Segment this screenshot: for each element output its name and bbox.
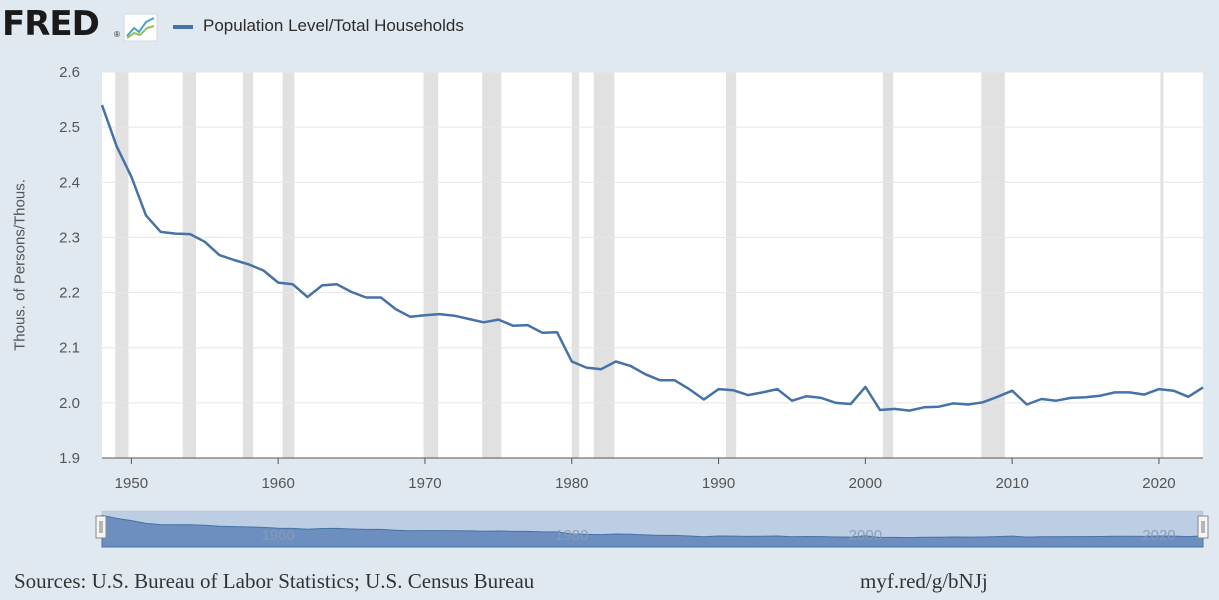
x-tick-label: 2000: [849, 475, 882, 492]
navigator-right-handle[interactable]: [1197, 515, 1209, 539]
y-axis-label: Thous. of Persons/Thous.: [11, 179, 29, 351]
recession-band: [571, 72, 580, 458]
recession-band: [725, 72, 737, 458]
navigator-label: 1980: [555, 527, 588, 544]
grid-lines: [102, 71, 1203, 459]
registered-mark: ®: [114, 30, 120, 39]
recession-band: [882, 72, 894, 458]
navigator-label: 2000: [849, 527, 882, 544]
navigator-labels: 1960 1980 2000 2020: [261, 527, 1175, 544]
y-tick-label: 2.6: [59, 64, 80, 81]
x-tick-label: 1970: [408, 475, 441, 492]
x-tick-label: 1990: [702, 475, 735, 492]
sources-text: Sources: U.S. Bureau of Labor Statistics…: [14, 569, 535, 593]
recession-band: [482, 72, 502, 458]
navigator[interactable]: 1960 1980 2000 2020: [95, 510, 1209, 548]
navigator-label: 1960: [261, 527, 294, 544]
recession-band: [1160, 72, 1164, 458]
recession-band: [423, 72, 439, 458]
x-tick-labels: 1950 1960 1970 1980 1990 2000 2010 2020: [115, 458, 1176, 492]
recession-band: [593, 72, 615, 458]
x-tick-label: 1960: [261, 475, 294, 492]
recession-band: [981, 72, 1005, 458]
x-tick-label: 2020: [1142, 475, 1175, 492]
y-tick-label: 2.3: [59, 229, 80, 246]
y-tick-labels: 1.9 2.0 2.1 2.2 2.3 2.4 2.5 2.6: [59, 64, 80, 467]
navigator-left-handle[interactable]: [95, 515, 107, 539]
y-tick-label: 2.4: [59, 174, 80, 191]
recession-band: [182, 72, 196, 458]
fred-chart-icon: [123, 13, 158, 42]
y-tick-label: 2.0: [59, 395, 80, 412]
fred-logo[interactable]: FRED: [2, 4, 100, 44]
navigator-label: 2020: [1142, 527, 1175, 544]
recession-band: [282, 72, 295, 458]
x-tick-label: 2010: [995, 475, 1028, 492]
series-line: [100, 104, 1204, 412]
legend-label[interactable]: Population Level/Total Households: [203, 16, 464, 35]
x-tick-label: 1980: [555, 475, 588, 492]
y-tick-label: 1.9: [59, 450, 80, 467]
navigator-series-area: [101, 514, 1204, 548]
y-tick-label: 2.1: [59, 340, 80, 357]
series-line-layer: [100, 104, 1204, 412]
short-link[interactable]: myf.red/g/bNJj: [860, 569, 988, 593]
recession-band: [115, 72, 129, 458]
x-tick-label: 1950: [115, 475, 148, 492]
legend-swatch: [173, 25, 193, 29]
y-tick-label: 2.2: [59, 285, 80, 302]
y-tick-label: 2.5: [59, 119, 80, 136]
